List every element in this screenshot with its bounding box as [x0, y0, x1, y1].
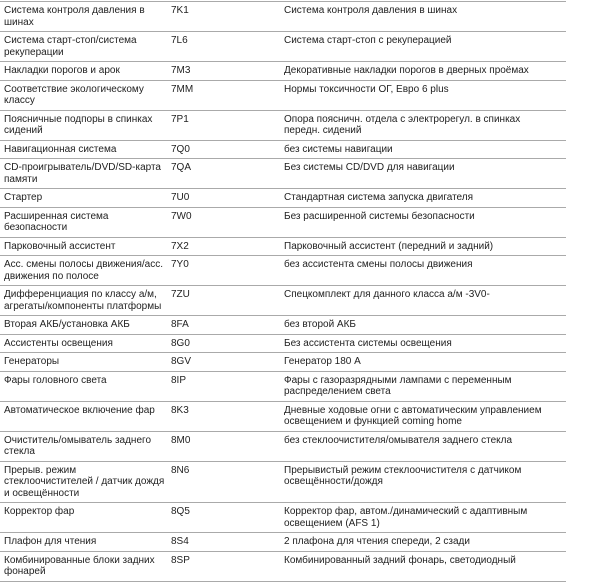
- description-cell: Без ассистента системы освещения: [284, 337, 452, 349]
- code-cell: 7P1: [171, 113, 189, 125]
- description-cell: Прерывистый режим стеклоочистителя с дат…: [284, 464, 522, 488]
- code-cell: 8M0: [171, 434, 191, 446]
- table-row: Соответствие экологическому классу 7MM Нор…: [0, 81, 566, 111]
- table-row: Парковочный ассистент 7X2 Парковочный асси…: [0, 238, 566, 256]
- description-cell: без стеклоочистителя/омывателя заднего с…: [284, 434, 513, 446]
- code-cell: 8FA: [171, 319, 189, 330]
- description-cell: без системы навигации: [284, 143, 393, 155]
- code-cell: 7K1: [171, 5, 189, 16]
- description-cell: Опора поясничн. отдела с электрорегул. в…: [284, 113, 521, 137]
- feature-cell: Комбинированные блоки задних фонарей: [4, 554, 155, 578]
- description-cell: Генератор 180 А: [284, 356, 361, 367]
- description-cell: 2 плафона для чтения спереди, 2 сзади: [284, 536, 470, 547]
- feature-cell: Парковочный ассистент: [4, 240, 116, 252]
- feature-cell: CD-проигрыватель/DVD/SD-карта памяти: [4, 162, 161, 185]
- code-cell: 7L6: [171, 35, 188, 46]
- feature-cell: Корректор фар: [4, 506, 75, 517]
- table-row: Фары головного света 8IP Фары с газоразряд…: [0, 372, 566, 402]
- code-cell: 7QA: [171, 162, 192, 173]
- description-cell: Система контроля давления в шинах: [284, 5, 458, 16]
- feature-cell: Автоматическое включение фар: [4, 404, 155, 416]
- table-row: Плафон для чтения 8S4 2 плафона для чтения…: [0, 533, 566, 552]
- description-cell: Дневные ходовые огни с автоматическим уп…: [284, 404, 542, 428]
- table-row: Комбинированные блоки задних фонарей 8SP К…: [0, 552, 566, 582]
- description-cell: Стандартная система запуска двигателя: [284, 192, 474, 203]
- table-row: Система старт-стоп/система рекуперации 7L…: [0, 32, 566, 62]
- table-row: Поясничные подпоры в спинках сидений 7P1 О…: [0, 111, 566, 141]
- table-row: Прерыв. режим стеклоочистителей / датчик…: [0, 462, 566, 503]
- description-cell: Корректор фар, автом./динамический с ада…: [284, 506, 528, 529]
- table-row: Автоматическое включение фар 8K3 Дневные х…: [0, 402, 566, 432]
- table-row: CD-проигрыватель/DVD/SD-карта памяти 7QA Б…: [0, 159, 566, 189]
- table-row: Очиститель/омыватель заднего стекла 8M0 бе…: [0, 432, 566, 462]
- table-row: Расширенная система безопасности 7W0 Без р…: [0, 208, 566, 238]
- table-row: Генераторы 8GV Генератор 180 А: [0, 353, 566, 372]
- feature-cell: Генераторы: [4, 356, 60, 367]
- table-row: Стартер 7U0 Стандартная система запуска дв…: [0, 189, 566, 208]
- code-cell: 7Y0: [171, 259, 189, 270]
- code-cell: 7M3: [171, 65, 191, 76]
- code-cell: 8S4: [171, 536, 189, 547]
- feature-cell: Очиститель/омыватель заднего стекла: [4, 434, 152, 458]
- description-cell: Без расширенной системы безопасности: [284, 210, 475, 222]
- description-cell: Парковочный ассистент (передний и задний…: [284, 240, 494, 252]
- description-cell: Без системы CD/DVD для навигации: [284, 162, 455, 173]
- feature-cell: Вторая АКБ/установка АКБ: [4, 319, 130, 330]
- table-row: Ассистенты освещения 8G0 Без ассистента си…: [0, 335, 566, 353]
- table-row: Дифференциация по классу а/м, агрегаты/к…: [0, 286, 566, 316]
- code-cell: 7ZU: [171, 289, 190, 300]
- code-cell: 8Q5: [171, 506, 190, 517]
- feature-cell: Плафон для чтения: [4, 536, 97, 547]
- description-cell: без второй АКБ: [284, 319, 356, 330]
- feature-cell: Прерыв. режим стеклоочистителей / датчик…: [4, 464, 165, 499]
- description-cell: Система старт-стоп с рекуперацией: [284, 35, 452, 46]
- table-row: Навигационная система 7Q0 без системы нави…: [0, 141, 566, 159]
- code-cell: 7U0: [171, 192, 190, 203]
- table-row: Накладки порогов и арок 7M3 Декоративные н…: [0, 62, 566, 81]
- feature-cell: Фары головного света: [4, 374, 107, 386]
- table-row: Корректор фар 8Q5 Корректор фар, автом./ди…: [0, 503, 566, 533]
- feature-cell: Асс. смены полосы движения/асс. движения…: [4, 259, 164, 282]
- code-cell: 8IP: [171, 374, 187, 386]
- code-cell: 8K3: [171, 404, 189, 416]
- feature-cell: Система старт-стоп/система рекуперации: [4, 35, 137, 58]
- feature-cell: Стартер: [4, 192, 43, 203]
- description-cell: Фары с газоразрядными лампами с переменн…: [284, 374, 512, 398]
- code-cell: 7Q0: [171, 143, 190, 155]
- code-cell: 8SP: [171, 554, 190, 566]
- description-cell: Комбинированный задний фонарь, светодиод…: [284, 554, 516, 566]
- feature-cell: Навигационная система: [4, 143, 117, 155]
- equipment-table: Система контроля давления в шинах 7K1 Сист…: [0, 1, 566, 582]
- feature-cell: Расширенная система безопасности: [4, 210, 109, 234]
- table-row: Асс. смены полосы движения/асс. движения…: [0, 256, 566, 286]
- table-row: Вторая АКБ/установка АКБ 8FA без второй АК…: [0, 316, 566, 335]
- description-cell: Спецкомплект для данного класса а/м -3V0…: [284, 289, 490, 300]
- code-cell: 8N6: [171, 464, 190, 476]
- feature-cell: Дифференциация по классу а/м, агрегаты/к…: [4, 289, 162, 312]
- feature-cell: Ассистенты освещения: [4, 337, 113, 349]
- description-cell: без ассистента смены полосы движения: [284, 259, 473, 270]
- code-cell: 8GV: [171, 356, 192, 367]
- feature-cell: Накладки порогов и арок: [4, 65, 120, 76]
- feature-cell: Поясничные подпоры в спинках сидений: [4, 113, 153, 137]
- code-cell: 8G0: [171, 337, 190, 349]
- feature-cell: Соответствие экологическому классу: [4, 83, 144, 107]
- feature-cell: Система контроля давления в шинах: [4, 5, 145, 28]
- code-cell: 7MM: [171, 83, 194, 95]
- table-row: Система контроля давления в шинах 7K1 Сист…: [0, 2, 566, 32]
- code-cell: 7W0: [171, 210, 192, 222]
- description-cell: Декоративные накладки порогов в дверных …: [284, 65, 529, 76]
- code-cell: 7X2: [171, 240, 189, 252]
- description-cell: Нормы токсичности ОГ, Евро 6 plus: [284, 83, 449, 95]
